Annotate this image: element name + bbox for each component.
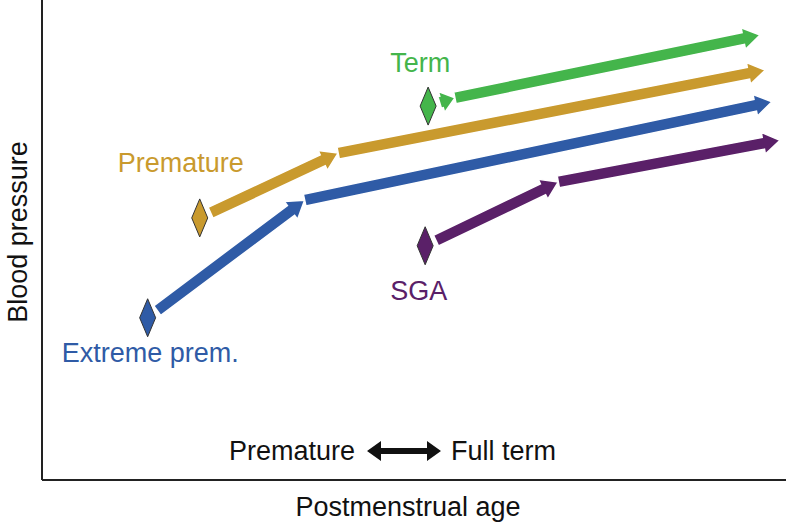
start-marker [420,87,436,125]
double-arrow [367,441,441,461]
arrow-segment [433,179,558,246]
arrow-segment [557,133,780,188]
chart: Postmenstrual age Blood pressure Premature… [0,0,786,526]
arrow-segment [154,200,305,315]
plot-area [140,28,780,337]
start-marker [192,199,208,237]
x-axis-label: Postmenstrual age [295,492,520,522]
arrow-segment [454,28,760,104]
annotation: Full term [451,436,556,466]
start-marker [417,227,433,265]
arrow-segment [438,92,455,113]
y-axis-label: Blood pressure [3,141,33,323]
start-marker [140,299,156,337]
x-axis [42,479,786,481]
series-label: Extreme prem. [62,338,239,368]
series-label: Term [390,48,450,78]
y-axis [41,0,43,480]
series-label: Premature [118,148,244,178]
series-label: SGA [390,276,447,306]
annotation: Premature [229,436,355,466]
